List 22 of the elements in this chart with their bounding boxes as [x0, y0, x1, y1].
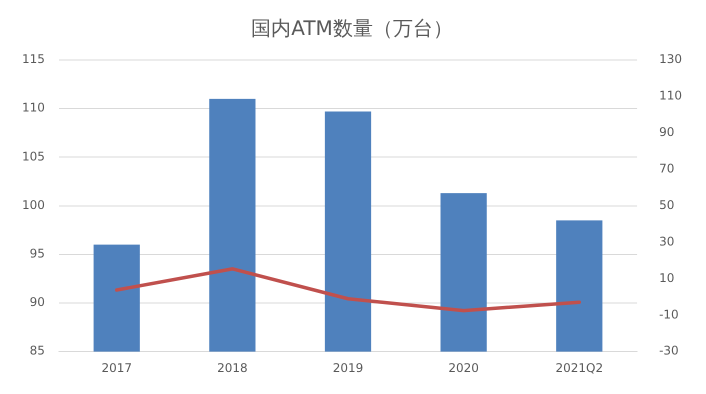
x-tick-label: 2019 — [332, 360, 364, 375]
y2-tick-label: 110 — [659, 88, 682, 103]
y-tick-label: 95 — [30, 246, 45, 261]
x-tick-label: 2018 — [217, 360, 248, 375]
y-tick-label: 85 — [30, 344, 45, 358]
y2-tick-label: 70 — [659, 161, 674, 176]
y2-tick-label: -30 — [659, 344, 679, 358]
y2-tick-label: 30 — [659, 234, 674, 248]
y2-tick-label: 90 — [659, 125, 674, 140]
y-tick-label: 105 — [22, 149, 45, 164]
y-tick-label: 100 — [22, 198, 45, 212]
chart-title: 国内ATM数量（万台） — [251, 16, 453, 40]
y-tick-label: 115 — [22, 52, 45, 66]
x-tick-label: 2021Q2 — [555, 360, 604, 375]
x-tick-label: 2020 — [448, 360, 479, 375]
y2-tick-label: 130 — [659, 52, 682, 66]
y-tick-label: 110 — [22, 100, 45, 115]
y-tick-label: 90 — [30, 295, 45, 310]
y2-tick-label: -10 — [659, 307, 679, 322]
y2-tick-label: 10 — [659, 270, 674, 285]
y2-tick-label: 50 — [659, 198, 674, 212]
x-tick-label: 2017 — [101, 360, 132, 375]
